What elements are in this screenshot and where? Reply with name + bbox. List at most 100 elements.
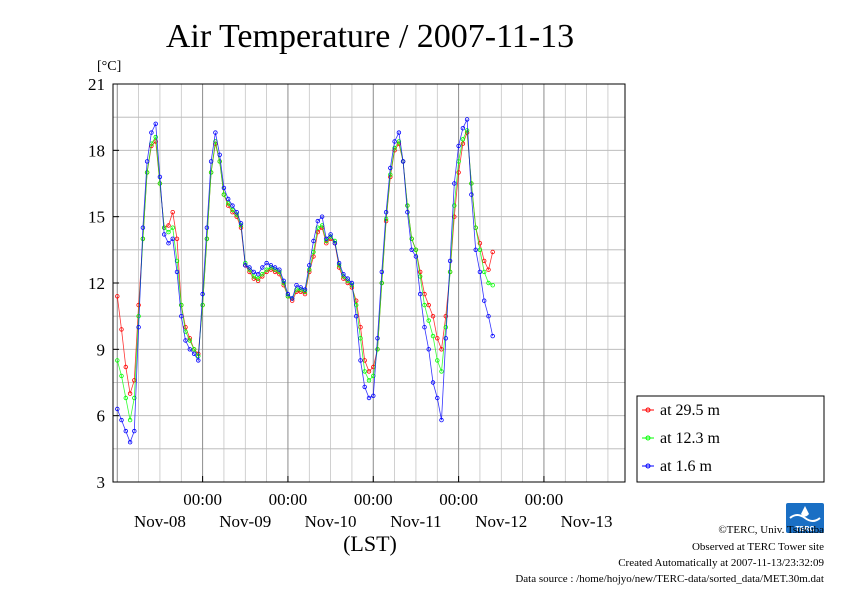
data-point	[119, 417, 124, 423]
data-point	[490, 249, 495, 255]
data-point	[332, 240, 338, 246]
legend-label: at 1.6 m	[660, 458, 713, 475]
data-point	[183, 338, 188, 343]
data-point	[430, 333, 436, 339]
data-point	[443, 314, 448, 319]
data-point	[281, 278, 286, 283]
x-tick-date: Nov-12	[475, 512, 527, 531]
data-point	[460, 141, 466, 146]
data-point	[366, 378, 372, 383]
data-point	[132, 395, 137, 401]
data-point	[490, 283, 495, 288]
data-series	[115, 117, 495, 445]
data-point	[217, 159, 222, 164]
data-point	[366, 395, 372, 401]
data-point	[396, 130, 402, 135]
data-point	[409, 247, 414, 252]
data-point	[302, 287, 308, 292]
data-point	[456, 170, 461, 175]
data-point	[179, 302, 184, 308]
x-tick-time: 00:00	[525, 490, 564, 509]
data-point	[315, 218, 320, 224]
data-point	[187, 347, 192, 352]
data-point	[225, 201, 231, 206]
data-point	[268, 263, 274, 268]
y-axis-unit: [°C]	[97, 59, 121, 74]
data-point	[230, 203, 235, 208]
data-point	[405, 203, 410, 208]
data-point	[174, 236, 180, 241]
data-point	[443, 336, 448, 341]
data-point	[324, 236, 329, 241]
data-point	[400, 159, 406, 164]
grid-lines	[113, 83, 625, 483]
data-point	[115, 358, 120, 363]
data-point	[319, 214, 325, 219]
legend-box	[636, 395, 825, 483]
data-point	[477, 269, 483, 275]
data-point	[179, 314, 184, 319]
data-point	[255, 276, 261, 281]
data-point	[140, 225, 146, 230]
data-point	[409, 236, 414, 241]
data-point	[174, 269, 180, 275]
data-point	[208, 159, 214, 164]
data-point	[200, 291, 205, 297]
data-point	[170, 225, 175, 230]
data-point	[294, 283, 299, 288]
data-point	[166, 229, 171, 235]
data-point	[383, 209, 389, 215]
data-point	[336, 260, 342, 266]
data-point	[144, 159, 150, 164]
data-point	[119, 373, 124, 379]
data-point	[486, 267, 491, 272]
drop-icon	[801, 506, 809, 517]
x-tick-date: Nov-09	[219, 512, 271, 531]
data-point	[221, 192, 227, 197]
data-point	[127, 391, 133, 396]
data-point	[426, 318, 431, 323]
legend-swatch-marker	[645, 435, 651, 441]
y-tick-labels: 3 6 9 12 15 18 21	[88, 75, 105, 492]
data-point	[311, 254, 316, 259]
data-point	[144, 170, 150, 175]
series-3	[115, 117, 495, 445]
data-point	[328, 232, 333, 237]
data-point	[464, 117, 470, 122]
data-point	[477, 240, 483, 246]
data-point	[435, 358, 440, 363]
data-point	[161, 232, 167, 237]
data-point	[170, 236, 175, 241]
y-tick-label: 18	[88, 141, 105, 160]
data-point	[311, 238, 316, 244]
data-point	[379, 269, 384, 275]
data-point	[140, 236, 146, 241]
data-point	[307, 263, 312, 268]
data-point	[204, 236, 210, 241]
data-point	[290, 296, 295, 301]
data-point	[443, 325, 448, 330]
series-2	[115, 128, 495, 423]
y-tick-label: 15	[88, 208, 105, 227]
data-point	[418, 269, 423, 275]
data-point	[255, 272, 261, 277]
data-point	[204, 225, 210, 230]
data-point	[469, 192, 474, 197]
data-point	[191, 347, 197, 352]
data-point	[447, 258, 453, 264]
data-point	[460, 137, 466, 142]
data-point	[127, 440, 133, 445]
series-line	[116, 132, 494, 394]
data-point	[349, 280, 355, 286]
y-tick-label: 3	[97, 473, 106, 492]
data-point	[196, 358, 201, 363]
data-point	[166, 240, 171, 246]
x-tick-time: 00:00	[183, 490, 222, 509]
data-point	[298, 285, 303, 290]
legend-label: at 29.5 m	[660, 402, 721, 419]
data-point	[486, 280, 491, 286]
data-point	[464, 128, 470, 133]
x-axis-label: (LST)	[343, 531, 397, 556]
data-point	[200, 302, 205, 308]
